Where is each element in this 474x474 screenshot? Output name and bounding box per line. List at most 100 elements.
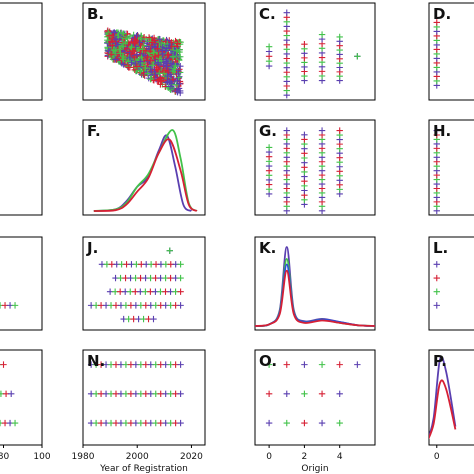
scatter-point — [133, 32, 140, 40]
panel-letter: C. — [259, 5, 276, 23]
panel-letter: O. — [259, 352, 277, 370]
scatter-point — [336, 390, 343, 398]
scatter-point — [336, 33, 343, 41]
scatter-point — [104, 29, 112, 37]
scatter-point — [144, 70, 151, 77]
scatter-point — [177, 261, 184, 268]
panel-r1c0 — [0, 119, 43, 216]
scatter-point — [120, 43, 127, 50]
scatter-point — [139, 45, 146, 53]
panel-letter: K. — [259, 239, 276, 257]
scatter-point — [120, 30, 127, 37]
scatter-point — [265, 144, 273, 151]
scatter-point — [159, 50, 166, 58]
scatter-point — [176, 48, 183, 56]
scatter-point — [175, 85, 183, 92]
scatter-point — [150, 315, 157, 323]
panel-j: J. — [82, 236, 206, 331]
panel-o: O. — [254, 349, 376, 446]
scatter-point — [125, 64, 132, 71]
scatter-point — [433, 127, 440, 134]
scatter-point — [105, 32, 113, 40]
panel-letter: J. — [86, 239, 98, 257]
scatter-point — [158, 78, 165, 85]
scatter-point — [133, 52, 140, 60]
scatter-point — [142, 47, 149, 55]
x-tick-label: 2020 — [180, 452, 203, 462]
panel-r3c0 — [0, 349, 43, 446]
scatter-point — [283, 390, 290, 398]
panel-marks — [433, 19, 440, 89]
scatter-point — [433, 274, 440, 282]
panel-marks — [87, 361, 184, 427]
scatter-point — [112, 36, 120, 43]
panel-frame — [82, 349, 206, 446]
panel-n: N. — [82, 349, 206, 446]
scatter-point — [154, 59, 162, 66]
panel-marks — [433, 127, 440, 214]
panel-d: D. — [428, 2, 474, 101]
panel-frame — [254, 349, 376, 446]
density-line-red — [93, 138, 198, 212]
scatter-point — [177, 53, 184, 60]
scatter-point — [433, 288, 440, 295]
scatter-point — [318, 419, 326, 427]
scatter-point — [336, 361, 343, 368]
panel-marks — [0, 302, 19, 309]
scatter-point — [174, 77, 181, 84]
panel-marks — [0, 361, 19, 427]
scatter-point — [124, 35, 131, 42]
scatter-point — [154, 45, 161, 52]
x-tick-label: 4 — [337, 452, 343, 462]
scatter-point — [177, 274, 184, 282]
scatter-point — [169, 53, 177, 60]
scatter-point — [283, 419, 290, 427]
panel-frame — [428, 236, 474, 331]
scatter-point — [283, 361, 290, 368]
scatter-point — [127, 51, 135, 58]
scatter-point — [318, 31, 326, 38]
panel-h: H. — [428, 119, 474, 216]
scatter-point — [165, 51, 172, 58]
density-line-red — [429, 379, 457, 440]
panel-marks — [255, 246, 375, 327]
scatter-point — [8, 390, 15, 398]
scatter-point — [137, 40, 144, 48]
scatter-point — [265, 43, 273, 50]
panel-marks — [265, 361, 361, 427]
scatter-point — [112, 47, 119, 55]
scatter-point — [133, 51, 141, 58]
density-line-red — [255, 269, 375, 327]
scatter-point — [137, 59, 145, 66]
panel-r2c0 — [0, 236, 43, 331]
panel-k: K. — [254, 236, 376, 331]
scatter-point — [155, 52, 162, 59]
scatter-point — [128, 59, 135, 67]
scatter-point — [154, 65, 162, 73]
panel-p: P. — [428, 349, 474, 446]
scatter-point — [147, 75, 154, 83]
scatter-point — [283, 127, 290, 134]
scatter-point — [129, 46, 136, 54]
scatter-point — [137, 67, 144, 75]
scatter-point — [170, 75, 178, 83]
panel-f: F. — [82, 119, 206, 216]
panel-frame — [0, 349, 43, 446]
x-tick-label: 0 — [266, 452, 272, 462]
panel-frame — [82, 119, 206, 216]
scatter-point — [11, 302, 19, 309]
scatter-point — [301, 419, 308, 427]
scatter-point — [133, 63, 141, 70]
panel-b: B. — [82, 2, 206, 101]
x-tick-label: 0 — [434, 452, 440, 462]
panel-frame — [0, 119, 43, 216]
scatter-point — [148, 68, 155, 76]
x-axis-title: Year of Registration — [99, 464, 188, 474]
scatter-point — [283, 9, 290, 16]
scatter-point — [11, 419, 19, 427]
scatter-point — [175, 74, 182, 81]
scatter-point — [144, 53, 151, 61]
panel-marks — [429, 356, 457, 440]
scatter-point — [142, 64, 149, 72]
